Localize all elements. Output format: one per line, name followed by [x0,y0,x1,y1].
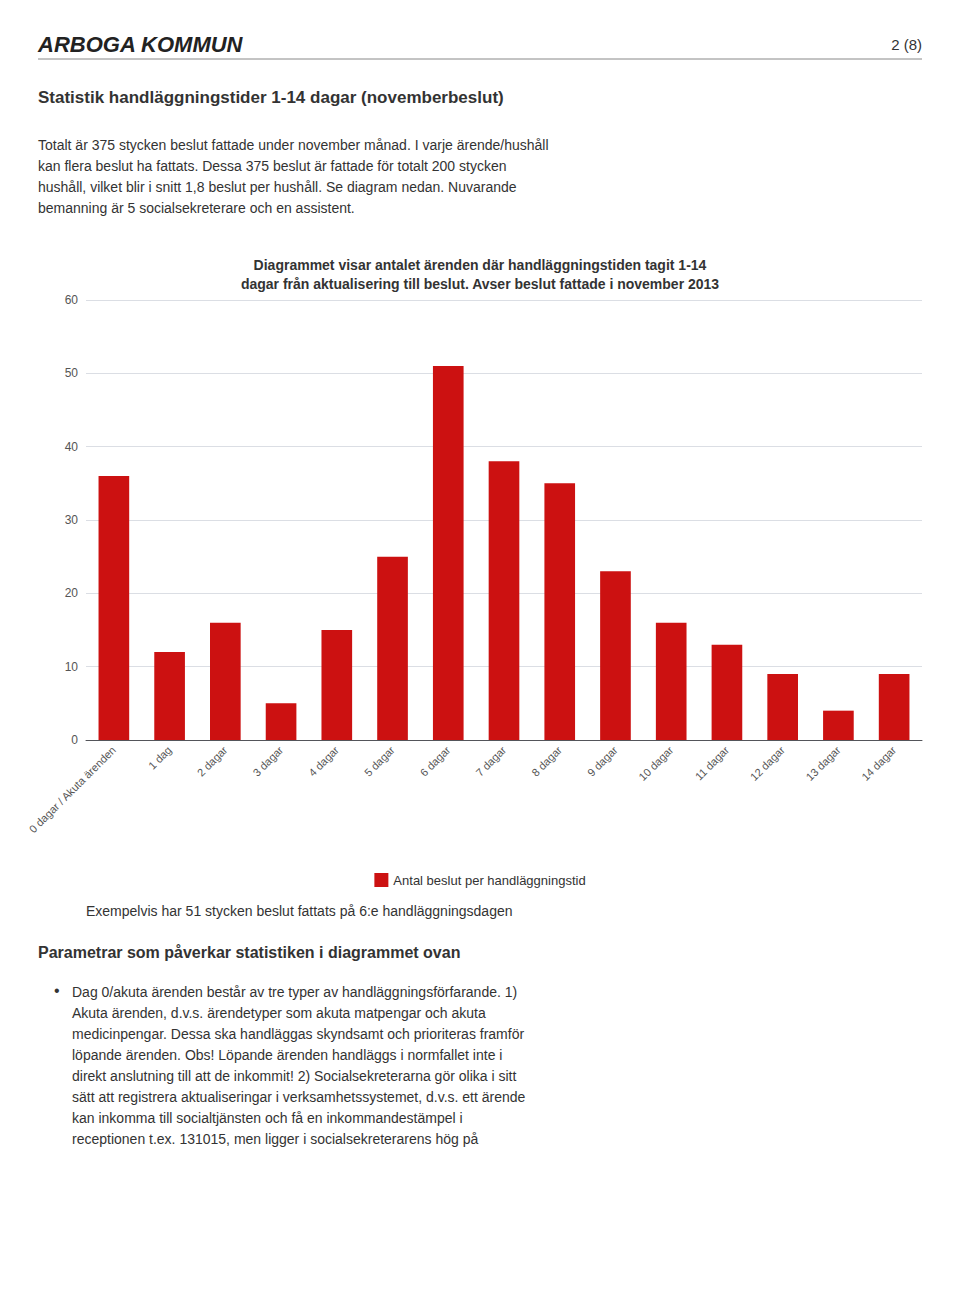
svg-text:1 dag: 1 dag [146,744,174,772]
svg-text:Exempelvis har 51 stycken besl: Exempelvis har 51 stycken beslut fattats… [86,903,513,919]
svg-text:3 dagar: 3 dagar [250,744,285,779]
svg-text:Dag 0/akuta ärenden består av: Dag 0/akuta ärenden består av tre typer … [72,984,517,1000]
svg-text:12 dagar: 12 dagar [748,744,787,783]
svg-text:•: • [54,982,60,999]
svg-text:7 dagar: 7 dagar [473,744,508,779]
svg-text:40: 40 [65,440,79,454]
svg-text:30: 30 [65,513,79,527]
svg-text:10 dagar: 10 dagar [636,744,675,783]
svg-text:Diagrammet visar antalet ärend: Diagrammet visar antalet ärenden där han… [254,257,707,273]
svg-text:kan flera beslut ha fattats. D: kan flera beslut ha fattats. Dessa 375 b… [38,158,507,174]
svg-text:medicinpengar. Dessa ska handl: medicinpengar. Dessa ska handläggas skyn… [72,1026,524,1042]
svg-text:0 dagar / Akuta ärenden: 0 dagar / Akuta ärenden [27,744,118,835]
svg-text:6 dagar: 6 dagar [418,744,453,779]
svg-text:10: 10 [65,660,79,674]
svg-text:ARBOGA KOMMUN: ARBOGA KOMMUN [37,32,244,57]
svg-text:11 dagar: 11 dagar [693,744,732,783]
svg-text:50: 50 [65,366,79,380]
svg-text:receptionen t.ex. 131015, men: receptionen t.ex. 131015, men ligger i s… [72,1131,478,1147]
svg-text:direkt anslutning till att de: direkt anslutning till att de inkommit! … [72,1068,516,1084]
svg-text:Parametrar som påverkar statis: Parametrar som påverkar statistiken i di… [38,944,460,961]
svg-text:bemanning är 5 socialsekretera: bemanning är 5 socialsekreterare och en … [38,200,355,216]
svg-text:20: 20 [65,586,79,600]
svg-text:5 dagar: 5 dagar [362,744,397,779]
svg-text:13 dagar: 13 dagar [803,744,842,783]
svg-text:dagar från aktualisering till: dagar från aktualisering till beslut. Av… [241,276,719,292]
svg-text:sätt att registrera aktualiser: sätt att registrera aktualiseringar i ve… [72,1089,526,1105]
svg-text:kan inkomma till socialtjänste: kan inkomma till socialtjänsten och få e… [72,1110,463,1126]
svg-text:60: 60 [65,293,79,307]
svg-text:Statistik handläggningstider 1: Statistik handläggningstider 1-14 dagar … [38,88,504,107]
svg-text:0: 0 [71,733,78,747]
svg-text:löpande ärenden. Obs! Löpande: löpande ärenden. Obs! Löpande ärenden ha… [72,1047,502,1063]
svg-text:8 dagar: 8 dagar [529,744,564,779]
svg-text:Antal beslut per handläggnings: Antal beslut per handläggningstid [393,873,585,888]
svg-text:Akuta ärenden, d.v.s. ärendety: Akuta ärenden, d.v.s. ärendetyper som ak… [72,1005,486,1021]
svg-text:2 dagar: 2 dagar [195,744,230,779]
svg-text:hushåll, vilket blir i snitt 1: hushåll, vilket blir i snitt 1,8 beslut … [38,179,517,195]
svg-text:2 (8): 2 (8) [891,36,922,53]
svg-text:14 dagar: 14 dagar [859,744,898,783]
svg-text:Totalt är 375 stycken beslut f: Totalt är 375 stycken beslut fattade und… [38,137,549,153]
svg-text:9 dagar: 9 dagar [585,744,620,779]
svg-text:4 dagar: 4 dagar [306,744,341,779]
